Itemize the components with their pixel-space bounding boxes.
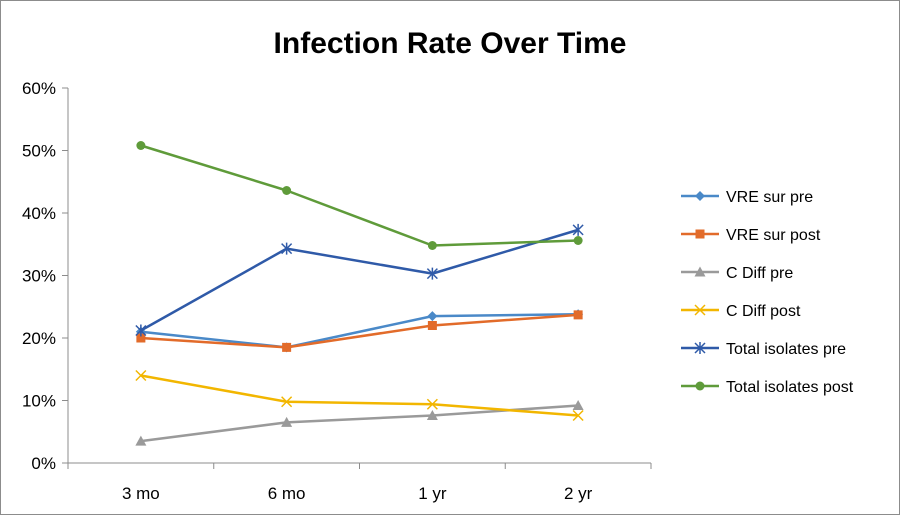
series-layer	[135, 141, 584, 446]
data-point	[427, 311, 438, 322]
y-tick-label: 40%	[22, 204, 56, 223]
data-point	[572, 223, 584, 236]
data-point	[426, 398, 438, 410]
y-tick-label: 20%	[22, 329, 56, 348]
y-tick-label: 30%	[22, 267, 56, 286]
data-point	[427, 241, 437, 250]
data-point	[282, 186, 292, 195]
legend-item: C Diff pre	[681, 265, 793, 282]
series-line	[140, 313, 579, 349]
x-tick-label: 1 yr	[418, 484, 447, 503]
legend-item: VRE sur pre	[681, 189, 813, 206]
data-point	[135, 435, 147, 446]
legend-label: Total isolates post	[726, 379, 854, 396]
axes: 0% 10% 20% 30% 40% 50% 60% 3 mo 6 mo 1 yr 2 yr	[22, 79, 652, 503]
data-point	[281, 242, 293, 255]
data-point	[572, 400, 584, 410]
data-point	[136, 141, 146, 150]
legend-item: VRE sur post	[681, 227, 821, 244]
series-line	[140, 374, 579, 417]
y-tick-label: 50%	[22, 142, 56, 161]
legend-marker	[694, 266, 706, 277]
x-tick-label: 3 mo	[122, 484, 160, 503]
series-line	[140, 313, 579, 349]
data-point	[135, 369, 147, 382]
legend-label: C Diff pre	[726, 265, 793, 282]
series-line	[140, 228, 579, 332]
series-line	[140, 144, 579, 247]
data-point	[281, 416, 293, 427]
legend-item: Total isolates pre	[681, 341, 846, 358]
data-point	[426, 410, 438, 420]
data-point	[572, 409, 584, 422]
data-point	[573, 310, 583, 320]
y-tick-label: 60%	[22, 79, 56, 98]
data-point	[573, 236, 583, 245]
data-point	[136, 333, 146, 343]
legend-label: C Diff post	[726, 303, 801, 320]
x-tick-label: 2 yr	[564, 484, 593, 503]
data-point	[282, 342, 292, 352]
legend-label: VRE sur pre	[726, 189, 813, 206]
legend-marker	[695, 191, 705, 201]
legend-label: VRE sur post	[726, 227, 821, 244]
legend: VRE sur pre VRE sur post C Diff pre C Diff …	[681, 189, 854, 396]
legend-marker	[694, 304, 706, 316]
x-tick-label: 6 mo	[268, 484, 306, 503]
series-3	[135, 369, 584, 422]
legend-item: Total isolates post	[681, 379, 854, 396]
data-point	[135, 324, 147, 337]
y-tick-label: 0%	[31, 454, 56, 473]
series-5	[136, 141, 583, 250]
legend-marker	[695, 381, 705, 391]
legend-item: C Diff post	[681, 303, 801, 320]
series-2	[135, 400, 584, 446]
series-0	[135, 309, 584, 353]
data-point	[281, 396, 293, 408]
y-tick-label: 10%	[22, 392, 56, 411]
legend-marker	[695, 229, 705, 239]
chart-title: Infection Rate Over Time	[274, 27, 627, 60]
series-1	[136, 310, 583, 352]
series-4	[135, 223, 584, 337]
legend-marker	[694, 342, 706, 354]
data-point	[427, 321, 437, 330]
legend-label: Total isolates pre	[726, 341, 846, 358]
data-point	[426, 267, 438, 280]
